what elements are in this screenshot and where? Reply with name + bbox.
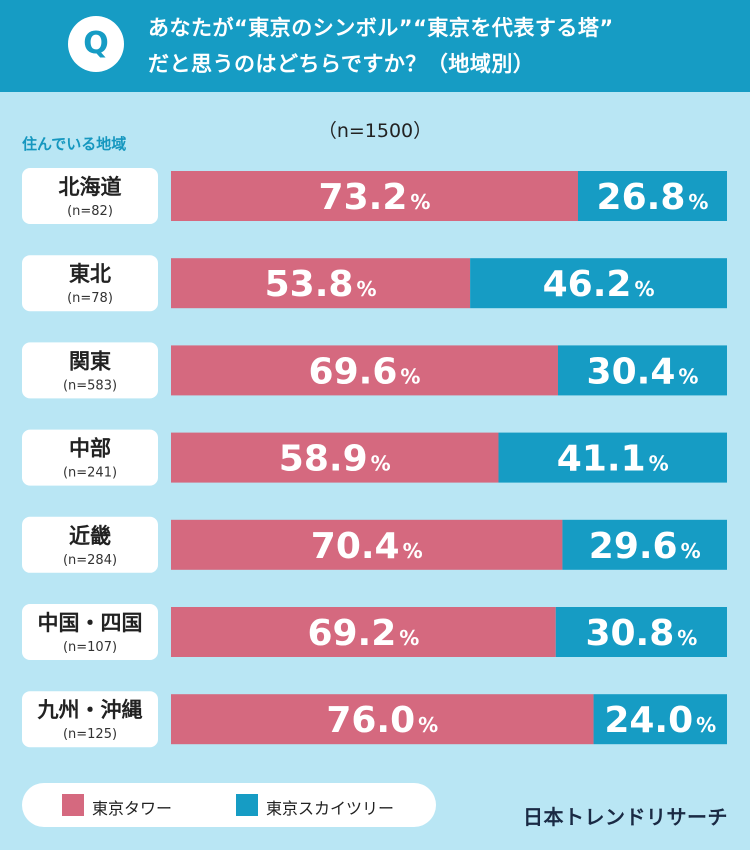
legend-swatch-skytree: [236, 794, 258, 816]
region-label: 関東: [69, 349, 111, 373]
region-n-label: (n=78): [67, 291, 113, 306]
stacked-bar-chart: 北海道 (n=82) 73.2% 26.8 % 東北 (n=78) 53.8% 46.2 % 関東 (…: [22, 168, 727, 748]
data-label-tokyo-tower: 76.0%: [326, 700, 438, 741]
bar-skytree: [470, 258, 727, 309]
bar-skytree: [555, 607, 727, 657]
bar-skytree: [562, 519, 727, 570]
data-label-tokyo-tower: 58.9%: [279, 439, 391, 480]
bar-tokyo-tower: [171, 345, 558, 396]
data-label-skytree: 24.0%: [604, 700, 716, 741]
data-label-tokyo-tower: 73.2%: [319, 177, 431, 218]
region-label: 北海道: [59, 175, 122, 199]
data-label-skytree: 46.2%: [543, 264, 655, 305]
bar-skytree: [577, 171, 727, 221]
bar-tokyo-tower: [171, 432, 499, 483]
region-n-label: (n=125): [63, 727, 117, 742]
bar-skytree: [593, 694, 727, 745]
bar-skytree: [557, 345, 727, 396]
region-n-label: (n=82): [67, 204, 113, 219]
region-label-box: [22, 342, 158, 399]
region-n-label: (n=107): [63, 640, 117, 655]
data-label-skytree: 41.1%: [557, 439, 669, 480]
bar-tokyo-tower: [171, 519, 563, 570]
bar-tokyo-tower: [171, 258, 471, 309]
region-label: 中国・四国: [38, 611, 143, 635]
data-label-skytree: 30.4%: [587, 351, 699, 392]
legend-label-skytree: 東京スカイツリー: [266, 799, 395, 818]
legend-label-tokyo-tower: 東京タワー: [92, 799, 173, 818]
data-label-tokyo-tower: 70.4%: [311, 526, 423, 567]
region-label-box: [22, 255, 158, 312]
question-text-line2: だと思うのはどちらですか？（地域別）: [148, 52, 535, 76]
region-column-header: 住んでいる地域: [22, 135, 127, 153]
sample-size-label: （n=1500）: [317, 120, 433, 142]
region-n-label: (n=241): [63, 466, 117, 481]
question-text-line1: あなたが“東京のシンボル”“東京を代表する塔”: [148, 16, 614, 40]
region-label: 九州・沖縄: [37, 698, 143, 722]
legend-swatch-tokyo-tower: [62, 794, 84, 816]
legend: 東京タワー 東京スカイツリー: [22, 783, 436, 827]
region-label-box: [22, 168, 158, 224]
data-label-skytree: 30.8%: [585, 613, 697, 654]
data-label-tokyo-tower: 53.8%: [265, 264, 377, 305]
region-label-box: [22, 516, 158, 573]
brand-logo: 日本トレンドリサーチ: [523, 805, 728, 829]
data-label-skytree: 29.6%: [589, 526, 701, 567]
region-label-box: [22, 429, 158, 486]
bar-skytree: [498, 432, 727, 483]
region-label: 中部: [69, 437, 111, 461]
q-badge-icon: Q: [68, 16, 124, 72]
region-n-label: (n=583): [63, 378, 117, 393]
bar-tokyo-tower: [171, 607, 556, 657]
question-header: Q あなたが“東京のシンボル”“東京を代表する塔” だと思うのはどちらですか？（…: [0, 0, 750, 92]
bar-tokyo-tower: [171, 694, 594, 745]
region-label-box: [22, 604, 158, 660]
region-n-label: (n=284): [63, 553, 117, 568]
data-label-skytree: 26.8%: [597, 177, 709, 218]
region-label: 近畿: [69, 524, 111, 548]
data-label-tokyo-tower: 69.6%: [309, 351, 421, 392]
region-label-box: [22, 691, 158, 748]
bar-tokyo-tower: [171, 171, 578, 221]
region-label: 東北: [69, 262, 111, 286]
data-label-tokyo-tower: 69.2%: [307, 613, 419, 654]
